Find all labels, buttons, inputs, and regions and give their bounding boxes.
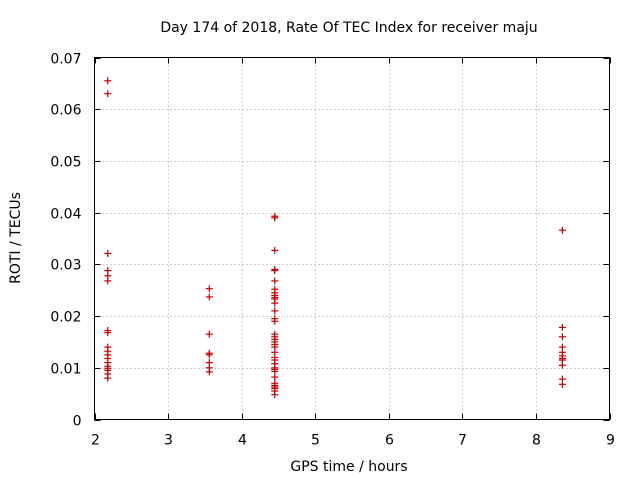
y-axis-title: ROTI / TECUs (8, 192, 24, 284)
data-point (558, 333, 566, 341)
data-point (104, 249, 112, 257)
plot-frame (94, 57, 610, 420)
x-tick-label: 2 (91, 433, 100, 449)
data-point (104, 374, 112, 382)
data-point (205, 351, 213, 359)
data-point (271, 391, 279, 399)
y-tick-label: 0.07 (50, 52, 81, 68)
data-point (271, 246, 279, 254)
x-tick-label: 5 (311, 433, 320, 449)
y-tick-label: 0.02 (50, 310, 81, 326)
y-tick-label: 0 (73, 414, 82, 430)
x-tick-label: 6 (385, 433, 394, 449)
data-point (558, 361, 566, 369)
y-tick-label: 0.05 (50, 155, 81, 171)
data-point (271, 267, 279, 275)
data-point (271, 373, 279, 381)
data-point (271, 214, 279, 222)
x-tick-label: 7 (458, 433, 467, 449)
data-points (104, 77, 566, 399)
x-tick-label: 3 (164, 433, 173, 449)
data-point (271, 317, 279, 325)
data-point (104, 77, 112, 85)
data-point (104, 90, 112, 98)
y-tick-label: 0.03 (50, 258, 81, 274)
grid (94, 57, 610, 420)
data-point (104, 329, 112, 337)
x-tick-label: 4 (238, 433, 247, 449)
data-point (104, 277, 112, 285)
y-tick-label: 0.06 (50, 103, 81, 119)
axis-ticks (94, 57, 611, 421)
data-point (558, 380, 566, 388)
y-tick-label: 0.01 (50, 362, 81, 378)
tick-labels: 2 3 4 5 6 7 8 9 0 0.01 0.02 0.03 0.04 0.05 0.06 0.07 (50, 52, 615, 449)
x-tick-label: 8 (532, 433, 541, 449)
data-point (271, 299, 279, 307)
data-point (558, 323, 566, 331)
x-axis-title: GPS time / hours (290, 459, 407, 475)
data-point (558, 226, 566, 234)
chart-title: Day 174 of 2018, Rate Of TEC Index for r… (160, 20, 537, 36)
data-point (205, 293, 213, 301)
data-point (271, 277, 279, 285)
data-point (205, 285, 213, 293)
data-point (205, 330, 213, 338)
data-point (271, 307, 279, 315)
x-tick-label: 9 (606, 433, 615, 449)
y-tick-label: 0.04 (50, 207, 81, 223)
data-point (205, 368, 213, 376)
